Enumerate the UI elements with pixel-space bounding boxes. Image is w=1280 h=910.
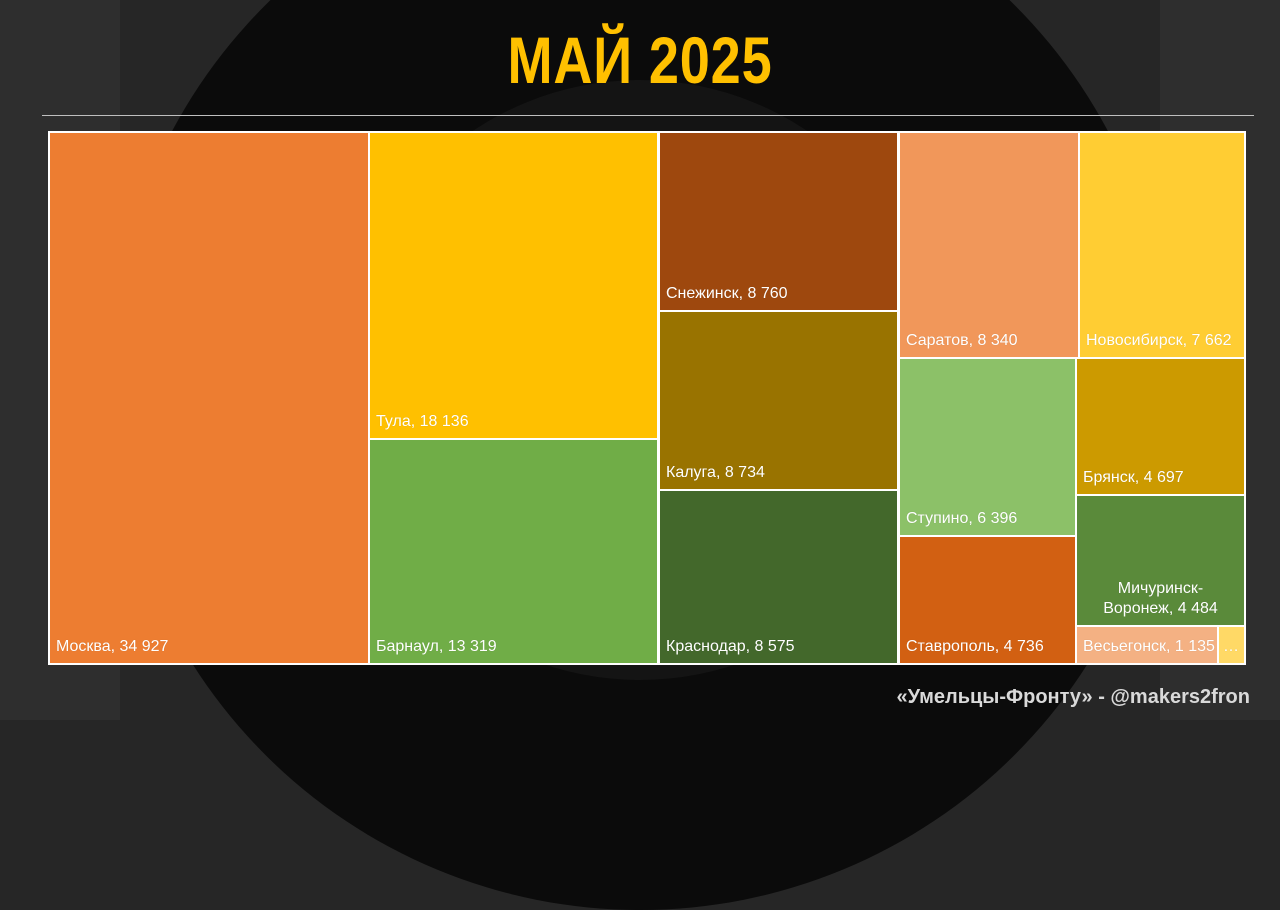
treemap-tile-label: Снежинск, 8 760 [666,285,788,302]
treemap-tile-label: Мичуринск-Воронеж, 4 484 [1103,580,1218,617]
treemap-tile-14: … [1217,625,1246,665]
treemap-tile-label: Саратов, 8 340 [906,332,1018,349]
treemap-tile-label: Барнаул, 13 319 [376,638,497,655]
footer-credit: «Умельцы-Фронту» - @makers2fron [896,686,1250,708]
treemap-tile-label: Краснодар, 8 575 [666,638,795,655]
treemap-tile-9: Ступино, 6 396 [898,357,1077,537]
treemap-tile-2: Тула, 18 136 [368,131,659,440]
treemap-tile-7: Саратов, 8 340 [898,131,1080,359]
treemap-tile-5: Калуга, 8 734 [658,310,899,491]
treemap-tile-6: Краснодар, 8 575 [658,489,899,665]
treemap-tile-label: Москва, 34 927 [56,638,169,655]
page-title: МАЙ 2025 [507,23,773,97]
treemap-tile-8: Новосибирск, 7 662 [1078,131,1246,359]
treemap-tile-label: Ступино, 6 396 [906,510,1018,527]
treemap-tile-label: Новосибирск, 7 662 [1086,332,1232,349]
treemap-tile-11: Брянск, 4 697 [1075,357,1246,496]
treemap-tile-10: Ставрополь, 4 736 [898,535,1077,665]
treemap-tile-label: Тула, 18 136 [376,413,469,430]
treemap-tile-12: Мичуринск-Воронеж, 4 484 [1075,494,1246,627]
treemap-tile-label: … [1223,638,1239,655]
treemap-tile-3: Барнаул, 13 319 [368,438,659,665]
treemap-tile-4: Снежинск, 8 760 [658,131,899,312]
treemap-tile-label: Брянск, 4 697 [1083,469,1184,486]
treemap-tile-1: Москва, 34 927 [48,131,370,665]
title-divider [42,115,1254,116]
treemap-tile-13: Весьегонск, 1 135 [1075,625,1219,665]
treemap-tile-label: Ставрополь, 4 736 [906,638,1044,655]
treemap-tile-label: Весьегонск, 1 135 [1083,638,1215,655]
treemap-tile-label: Калуга, 8 734 [666,464,765,481]
treemap-chart: Москва, 34 927 Тула, 18 136 Барнаул, 13 31… [48,131,1246,665]
